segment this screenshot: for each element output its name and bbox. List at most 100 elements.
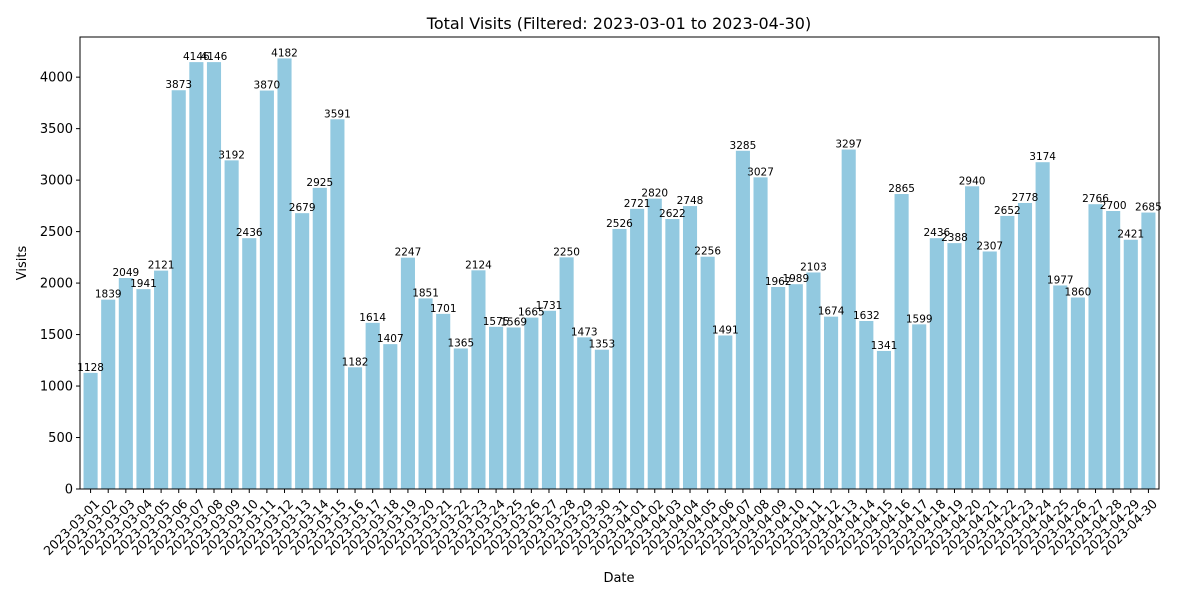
data-label: 1731 [536,300,563,312]
bar [171,90,186,489]
data-label: 3297 [835,139,862,151]
bar [647,198,662,489]
bar [506,327,521,489]
data-label: 4182 [271,47,298,59]
bar [541,310,557,489]
bar [700,256,715,489]
bar [206,62,222,490]
data-label: 1473 [571,326,598,338]
data-label: 2778 [1012,192,1039,204]
bar [1106,211,1121,489]
x-axis-label: Date [603,571,634,586]
y-axis-label: Visits [15,246,30,281]
bar [894,194,909,489]
data-label: 3027 [747,166,774,178]
bars-layer [83,58,1156,490]
data-label: 1977 [1047,274,1074,286]
data-label: 1599 [906,313,933,325]
data-label: 1701 [430,303,457,315]
data-label: 2685 [1135,202,1162,214]
data-label: 2103 [800,261,827,273]
data-label: 2307 [976,240,1003,252]
bar [665,219,680,490]
bar [365,322,380,489]
data-label: 2250 [553,246,580,258]
bar [947,243,962,489]
data-label: 1839 [95,289,122,301]
y-tick-label: 3000 [40,174,73,189]
data-label: 2049 [112,267,139,279]
bar [224,160,239,489]
bar [1053,285,1068,489]
data-label: 2421 [1117,229,1144,241]
bar [612,228,627,490]
bar [594,349,609,489]
bar [1070,297,1085,489]
data-label: 1860 [1065,286,1092,298]
data-label: 1674 [818,306,845,318]
data-label: 2124 [465,259,492,271]
data-label: 2256 [694,246,721,258]
data-label: 2721 [624,198,651,210]
bar [771,286,786,489]
data-label: 2652 [994,205,1021,217]
data-label: 3873 [165,79,192,91]
bar [806,272,821,489]
bar [559,257,574,489]
bar [1088,204,1103,489]
bar [577,337,592,489]
bar [330,119,345,490]
bar [189,62,204,490]
data-label: 3285 [730,140,757,152]
bar [735,150,750,489]
bar [912,324,927,489]
bar [418,298,433,489]
data-label: 3591 [324,108,351,120]
bar [859,320,874,489]
y-tick-label: 2000 [40,277,73,292]
bar [718,335,733,489]
bar [259,90,274,489]
bar [876,350,892,489]
bar [154,270,169,489]
bar [489,326,504,489]
chart-title: Total Visits (Filtered: 2023-03-01 to 20… [426,14,811,33]
bar [841,149,856,490]
data-label: 1575 [483,316,510,328]
y-tick-label: 1500 [40,328,73,343]
y-axis: 0 500 1000 1500 2000 2500 3000 3500 4000 [40,71,80,498]
bar [83,372,98,489]
data-label: 2526 [606,218,633,230]
bar [1017,202,1033,489]
data-label: 2940 [959,175,986,187]
y-tick-label: 1000 [40,380,73,395]
bar [1000,215,1015,489]
data-label: 1353 [589,339,616,351]
data-label: 1962 [765,276,792,288]
bar [101,299,116,489]
bar [1035,162,1050,489]
data-label: 1128 [77,362,104,374]
data-label: 1941 [130,278,157,290]
bar [1123,239,1138,489]
data-label: 2436 [923,227,950,239]
bar [347,367,363,489]
data-label: 3174 [1029,151,1056,163]
data-label: 3192 [218,149,245,161]
data-label: 2388 [941,232,968,244]
data-label: 2766 [1082,193,1109,205]
data-label: 1341 [871,340,898,352]
y-tick-label: 0 [65,483,73,498]
data-label: 2820 [641,188,668,200]
data-label: 4146 [201,51,228,63]
bar [682,206,698,489]
bar [753,177,768,489]
data-label: 2247 [395,247,422,259]
data-label: 2436 [236,227,263,239]
bar [277,58,292,490]
bar [242,238,257,489]
y-tick-label: 500 [48,431,73,446]
